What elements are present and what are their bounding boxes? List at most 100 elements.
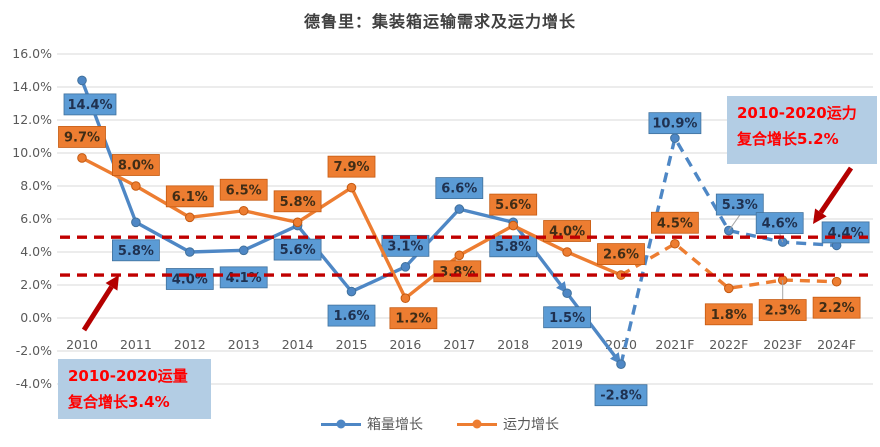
volume-series-data-point [185,247,195,257]
capacity-series-data-label: 5.8% [280,195,316,210]
x-tick-label: 2010 [66,337,98,352]
volume-series-data-label: 4.1% [226,271,262,286]
volume-series-data-point [400,262,411,272]
volume-series-data-point [346,286,357,297]
volume-series-data-label: 4.6% [762,217,798,232]
volume-series-data-label-box [435,177,484,200]
capacity-series-data-point [77,153,87,163]
capacity-series-data-point [724,283,734,294]
y-tick-label: 8.0% [20,178,52,193]
x-tick-label: 2015 [336,337,368,352]
capacity-cagr-arrow [818,166,854,214]
y-tick-label: 4.0% [20,244,52,259]
capacity-series-data-label-box [597,243,645,266]
capacity-series-data-label-box [812,296,861,319]
y-tick-label: 0.0% [20,310,52,325]
x-tick-label: 2011 [120,337,152,352]
capacity-series-data-point [131,181,141,191]
volume-series-data-point [670,133,680,143]
capacity-series-data-label: 4.5% [657,216,693,231]
volume-series-data-point [562,288,572,299]
capacity-series-data-label: 6.5% [226,183,262,198]
y-tick-label: -2.0% [16,343,52,358]
annotation-capacity-cagr: 2010-2020运力 复合增长5.2% [727,96,877,164]
volume-series-data-label-box [543,306,591,329]
capacity-series-data-label-box [758,299,807,321]
capacity-series-data-point [454,250,465,261]
volume-series-data-label: 5.8% [495,240,531,255]
capacity-series-line [81,156,622,300]
capacity-series-data-point [400,293,411,304]
x-tick-label: 2022F [709,337,748,352]
volume-series-data-label: 6.6% [441,182,477,197]
capacity-series-data-label: 6.1% [172,190,208,205]
volume-series-data-label: -2.8% [600,389,641,404]
annotation-volume-cagr-line1: 2010-2020运量 [68,367,188,385]
volume-series-data-label: 1.5% [549,311,585,326]
capacity-series-data-label: 2.3% [765,304,801,319]
x-tick-label: 2020 [605,337,637,352]
y-tick-label: 16.0% [12,46,52,61]
volume-series-data-label-box [381,234,430,257]
x-tick-label: 2013 [228,337,260,352]
y-tick-label: 12.0% [12,112,52,127]
volume-cagr-arrow-head-icon [105,275,119,291]
capacity-series-data-point [238,205,249,216]
x-tick-label: 2014 [282,337,314,352]
volume-series-data-label: 5.8% [118,244,154,259]
y-tick-label: 2.0% [20,277,52,292]
capacity-series-data-point [346,182,357,193]
capacity-series-data-label-box [704,303,753,326]
volume-series-line-forecast [619,136,837,365]
volume-series-data-label: 10.9% [652,117,697,132]
x-tick-label: 2024F [817,337,856,352]
volume-series-data-point [131,217,141,228]
capacity-series-data-label: 3.8% [439,265,475,280]
capacity-series-data-label-box [651,211,699,234]
annotation-capacity-cagr-line2: 复合增长5.2% [737,129,839,148]
capacity-series-data-label: 2.6% [603,248,639,263]
annotation-capacity-cagr-line1: 2010-2020运力 [737,104,857,122]
capacity-series-data-label: 5.6% [495,198,531,213]
volume-series-data-label-box [594,384,648,407]
y-tick-label: 6.0% [20,211,52,226]
volume-series-data-point [77,75,87,86]
volume-series-data-label-box [112,239,160,262]
x-tick-label: 2017 [443,337,475,352]
capacity-series-data-point [562,247,572,257]
capacity-series-data-label: 7.9% [333,160,369,175]
volume-series-legend-marker-icon [321,419,361,429]
capacity-series-data-label-box [58,126,106,148]
legend-label-volume: 箱量增长 [367,417,423,433]
volume-series-data-label-box [63,93,117,116]
capacity-series-data-label-box [112,154,160,176]
volume-series-data-label: 5.3% [722,198,758,213]
chart-title: 德鲁里：集装箱运输需求及运力增长 [303,12,576,31]
chart-legend: 箱量增长 运力增长 [0,414,880,434]
x-tick-label: 2019 [551,337,583,352]
capacity-series-data-point [670,238,680,249]
capacity-series-data-label-box [489,193,538,216]
volume-cagr-arrow [81,285,114,332]
volume-series-data-label: 1.6% [333,309,369,324]
capacity-series-data-point [508,220,519,231]
x-tick-label: 2012 [174,337,206,352]
legend-item-capacity: 运力增长 [457,414,559,434]
legend-item-volume: 箱量增长 [321,414,423,434]
capacity-series-data-label: 1.8% [711,308,747,323]
volume-series-data-point [616,359,626,370]
capacity-series-data-label-box [273,190,322,213]
volume-series-data-label-box [327,304,376,327]
y-tick-label: 14.0% [12,79,52,94]
capacity-series-data-label-box [389,307,438,330]
capacity-series-data-label: 2.2% [819,301,855,316]
capacity-cagr-arrow-head-icon [813,208,827,224]
y-tick-label: 10.0% [12,145,52,160]
capacity-series-data-label: 8.0% [118,159,154,174]
volume-series-data-label-box [648,112,702,135]
volume-series-data-label-box [273,238,322,261]
volume-series-data-point [238,245,249,256]
capacity-series-data-label: 1.2% [395,312,431,327]
volume-series-data-label: 3.1% [387,239,423,254]
